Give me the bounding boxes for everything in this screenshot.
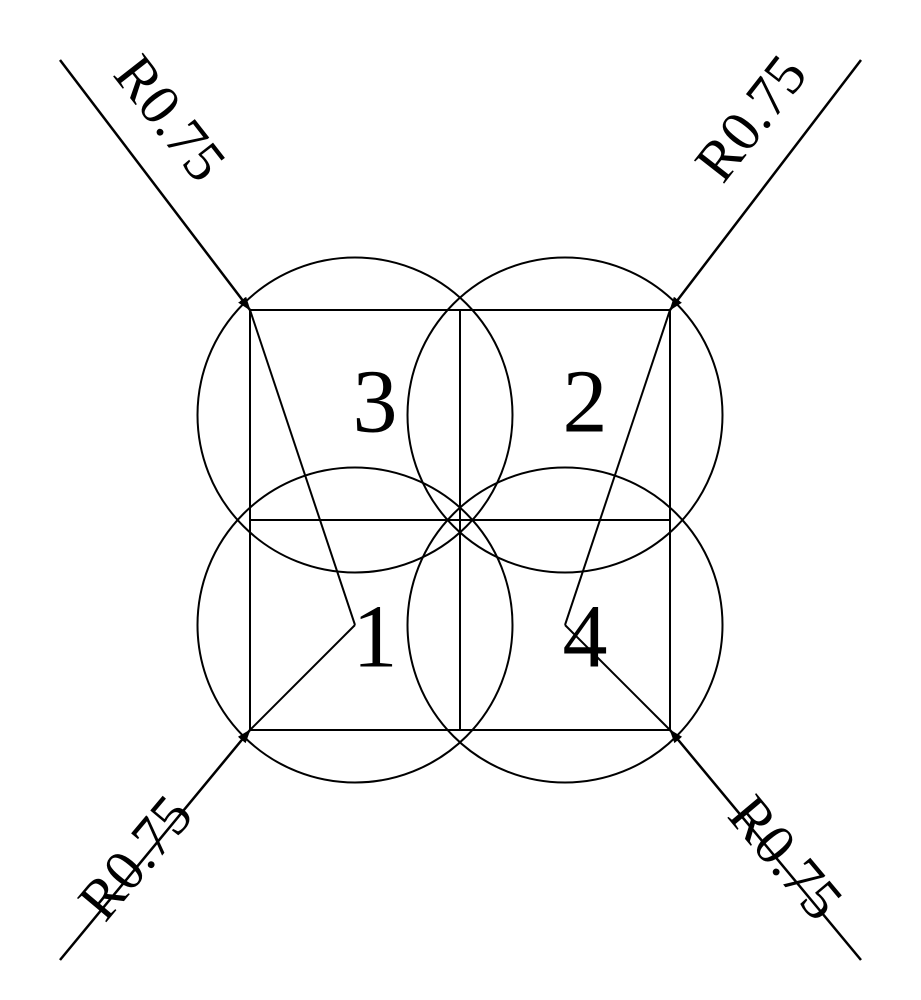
quadrant-label-3: 3 (353, 353, 398, 452)
quadrant-label-4: 4 (563, 588, 608, 687)
quadrant-label-1: 1 (353, 588, 398, 687)
technical-diagram: R0.75 R0.75 R0.75 R0.75 3 2 1 4 (0, 0, 921, 1000)
radius-label-br: R0.75 (716, 783, 856, 932)
radius-label-tr: R0.75 (682, 43, 820, 193)
geometry-layer (198, 258, 723, 783)
radius-label-bl: R0.75 (65, 783, 205, 932)
diag-bl (250, 625, 355, 730)
radius-label-tl: R0.75 (102, 43, 240, 193)
quadrant-label-2: 2 (563, 353, 608, 452)
